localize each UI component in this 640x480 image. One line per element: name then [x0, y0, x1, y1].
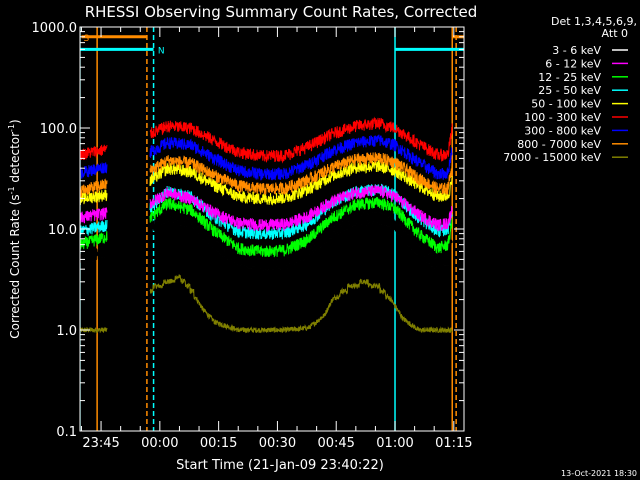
- y-tick-label-4: 1000.0: [32, 21, 78, 36]
- chart-title: RHESSI Observing Summary Count Rates, Co…: [85, 3, 478, 21]
- x-tick-label-1: 00:00: [141, 436, 178, 451]
- series-line-6-seg-1: [149, 134, 453, 181]
- y-tick-label-1: 1.0: [56, 324, 77, 339]
- series-line-5-seg-1: [149, 116, 453, 164]
- y-axis-label-sup-1: -1: [7, 186, 16, 194]
- series-line-0-seg-0-outline: [80, 243, 108, 265]
- legend-entry-label-1: 6 - 12 keV: [545, 57, 601, 70]
- series-line-1-seg-0: [80, 207, 108, 224]
- annotation-0: S: [83, 34, 89, 44]
- legend-header-line-2: Att 0: [602, 27, 628, 40]
- series-line-7-seg-1: [149, 152, 453, 196]
- y-tick-label-3: 100.0: [40, 122, 77, 137]
- annotation-1: N: [158, 46, 165, 56]
- legend-header: Det 1,3,4,5,6,9, Att 0: [551, 15, 637, 40]
- legend-entry-label-2: 12 - 25 keV: [538, 71, 601, 84]
- axes: 0.1 1.0 10.0 100.0 1000.0 23:45 00:00 00:15 00:3…: [32, 21, 473, 451]
- x-tick-label-5: 01:00: [376, 436, 413, 451]
- y-axis-label: Corrected Count Rate (s-1 detector-1): [7, 119, 22, 338]
- svg-text:Corrected Count Rate (s-1 dete: Corrected Count Rate (s-1 detector-1): [7, 119, 22, 338]
- y-axis-label-main: Corrected Count Rate (s: [8, 194, 22, 338]
- series-line-5-seg-0: [80, 144, 108, 161]
- legend-entry-label-4: 50 - 100 keV: [531, 98, 601, 111]
- series-line-7-seg-0: [80, 178, 108, 197]
- x-tick-label-0: 23:45: [82, 436, 119, 451]
- y-axis-label-end: ): [8, 119, 22, 124]
- x-tick-label-4: 00:45: [317, 436, 354, 451]
- series-line-2-seg-1: [149, 196, 453, 258]
- legend-entry-label-3: 25 - 50 keV: [538, 84, 601, 97]
- series-line-6-seg-0: [80, 162, 108, 179]
- plot-area: SN: [80, 27, 464, 431]
- series-line-0-seg-1-outline: [149, 209, 453, 272]
- x-tick-label-6: 01:15: [435, 436, 472, 451]
- x-tick-label-3: 00:30: [259, 436, 296, 451]
- series-line-1-seg-1: [149, 184, 453, 233]
- legend-entry-label-0: 3 - 6 keV: [552, 44, 601, 57]
- series-line-4-seg-1: [149, 159, 453, 206]
- legend-header-line-1: Det 1,3,4,5,6,9,: [551, 15, 637, 28]
- legend-entry-label-6: 300 - 800 keV: [524, 124, 601, 137]
- y-axis-label-mid: detector: [8, 132, 22, 187]
- x-tick-label-2: 00:15: [200, 436, 237, 451]
- footer-timestamp: 13-Oct-2021 18:30: [561, 469, 637, 478]
- y-tick-label-0: 0.1: [56, 425, 77, 440]
- y-tick-label-2: 10.0: [48, 223, 77, 238]
- series-line-2-seg-0: [80, 231, 108, 250]
- x-axis-label: Start Time (21-Jan-09 23:40:22): [176, 458, 384, 473]
- legend-entry-label-7: 800 - 7000 keV: [517, 138, 601, 151]
- y-axis-label-sup-2: -1: [7, 124, 16, 132]
- series-line-8-seg-1: [149, 274, 453, 334]
- legend-entry-label-8: 7000 - 15000 keV: [503, 151, 601, 164]
- legend-entry-label-5: 100 - 300 keV: [524, 111, 601, 124]
